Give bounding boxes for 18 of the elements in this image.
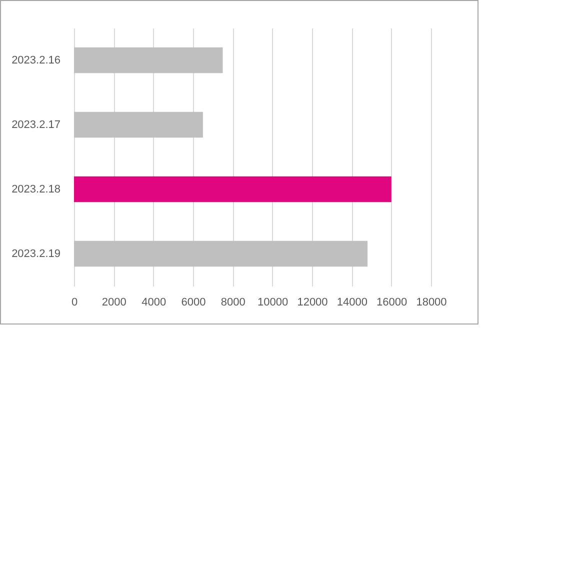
- bar: [74, 240, 368, 267]
- x-tick-label: 4000: [142, 296, 166, 308]
- x-tick-label: 14000: [336, 296, 368, 308]
- x-tick-label: 0: [71, 296, 78, 308]
- x-tick-label: 8000: [220, 296, 246, 308]
- x-tick-label: 2000: [102, 296, 126, 308]
- x-tick-label: 16000: [376, 296, 408, 308]
- x-tick-label: 12000: [297, 296, 328, 308]
- x-tick-label: 18000: [416, 296, 447, 308]
- y-tick-label: 2023.2.19: [12, 248, 60, 260]
- x-tick-label: 10000: [258, 296, 288, 308]
- y-tick-label: 2023.2.18: [12, 183, 60, 196]
- x-tick-label: 6000: [181, 296, 206, 308]
- bar: [74, 47, 223, 74]
- bar: [74, 176, 392, 202]
- y-tick-label: 2023.2.16: [12, 54, 60, 66]
- y-tick-label: 2023.2.17: [12, 118, 60, 131]
- bar: [74, 112, 203, 138]
